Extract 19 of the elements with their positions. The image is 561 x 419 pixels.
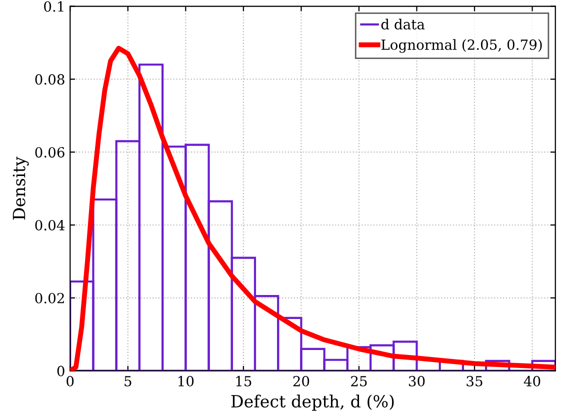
x-tick-label: 15 bbox=[236, 376, 252, 386]
x-tick-label: 20 bbox=[293, 376, 310, 386]
x-tick-label: 40 bbox=[524, 376, 540, 386]
x-tick-label: 0 bbox=[66, 376, 74, 386]
x-tick-label: 30 bbox=[408, 376, 425, 386]
x-tick-label: 25 bbox=[351, 376, 367, 386]
x-axis-title: Defect depth, d (%) bbox=[231, 394, 394, 411]
y-tick-label: 0.02 bbox=[35, 292, 64, 304]
legend-label: Lognormal (2.05, 0.79) bbox=[381, 39, 542, 53]
x-tick-label: 5 bbox=[124, 376, 132, 386]
y-tick-label: 0 bbox=[57, 366, 64, 376]
y-tick-label: 0.1 bbox=[44, 1, 64, 12]
y-axis-title: Density bbox=[12, 156, 29, 220]
x-tick-label: 35 bbox=[466, 376, 482, 386]
y-tick-label: 0.04 bbox=[35, 220, 65, 230]
x-tick-label: 10 bbox=[178, 376, 194, 386]
legend-label: d data bbox=[381, 18, 425, 30]
y-tick-label: 0.08 bbox=[35, 74, 64, 85]
y-tick-label: 0.06 bbox=[35, 147, 64, 158]
